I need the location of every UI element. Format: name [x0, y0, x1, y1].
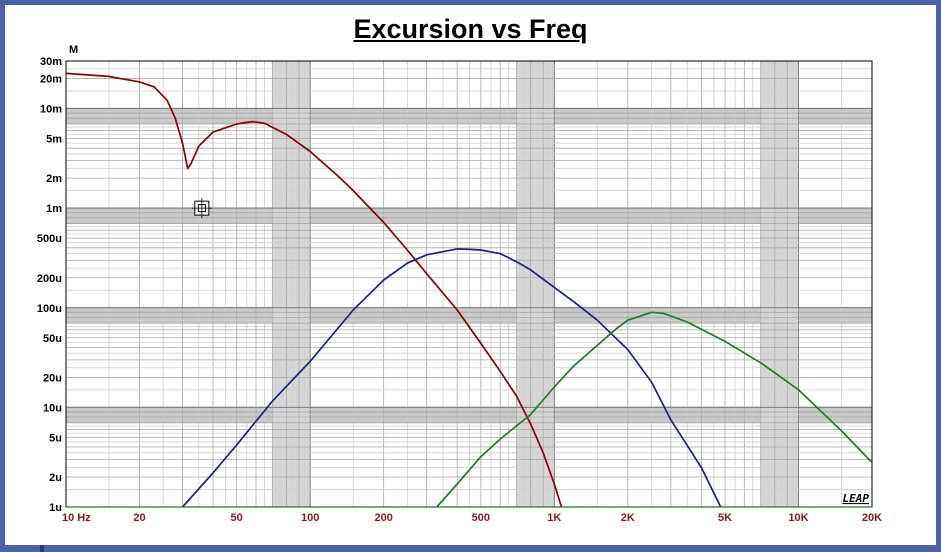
x-tick-label: 1K — [547, 512, 561, 524]
series — [65, 72, 873, 508]
x-tick-label: 100 — [301, 512, 319, 524]
x-tick-label: 200 — [374, 512, 392, 524]
y-tick-label: 10m — [40, 104, 62, 116]
y-tick-label: 10u — [43, 402, 62, 414]
x-tick-label: 20K — [862, 512, 882, 524]
x-tick-label: 500 — [472, 512, 490, 524]
y-tick-label: 50u — [43, 333, 62, 345]
y-tick-label: 5m — [46, 134, 62, 146]
plot-border — [65, 60, 873, 508]
y-tick-label: 20u — [43, 372, 62, 384]
y-tick-label: 20m — [40, 74, 62, 86]
leap-logo-text: LEAP — [843, 492, 870, 505]
x-tick-label: 10 Hz — [62, 512, 91, 524]
y-tick-labels: 30m 20m 10m 5m 2m 1m 500u 200u 100u 50u 20u 10u 5u 2u… — [37, 56, 62, 514]
y-tick-label: 5u — [49, 432, 62, 444]
y-tick-label: 2u — [49, 472, 62, 484]
grid-band — [272, 61, 311, 507]
series-line-3 — [436, 311, 873, 508]
x-tick-label: 10K — [788, 512, 808, 524]
chart-title: Excursion vs Freq — [353, 14, 588, 44]
y-tick-label: 2m — [46, 173, 62, 185]
series-line-2 — [181, 248, 722, 508]
x-tick-label: 20 — [133, 512, 145, 524]
y-tick-label: 200u — [37, 273, 62, 285]
y-tick-label: 100u — [37, 303, 62, 315]
window-bottom-tab — [40, 545, 44, 552]
cursor-marker[interactable] — [191, 198, 212, 219]
window-bottom-edge — [0, 545, 941, 552]
y-axis-unit: M — [69, 44, 78, 56]
x-tick-label: 5K — [718, 512, 732, 524]
y-tick-label: 500u — [37, 233, 62, 245]
grid — [65, 60, 873, 508]
series-line-1 — [65, 72, 563, 508]
y-tick-label: 30m — [40, 56, 62, 68]
grid-band — [516, 61, 555, 507]
y-tick-label: 1u — [49, 502, 62, 514]
x-tick-labels: 10 Hz 20 50 100 200 500 1K 2K 5K 10K 20K — [62, 512, 882, 524]
x-tick-label: 50 — [231, 512, 243, 524]
x-tick-label: 2K — [621, 512, 635, 524]
y-tick-label: 1m — [46, 203, 62, 215]
grid-band — [760, 61, 799, 507]
leap-logo: LEAP — [843, 492, 870, 505]
